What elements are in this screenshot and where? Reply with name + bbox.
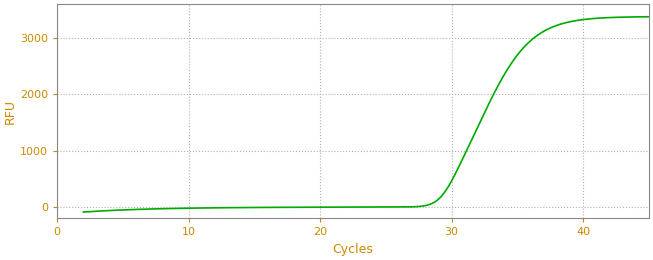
X-axis label: Cycles: Cycles — [332, 243, 374, 256]
Y-axis label: RFU: RFU — [4, 99, 17, 124]
